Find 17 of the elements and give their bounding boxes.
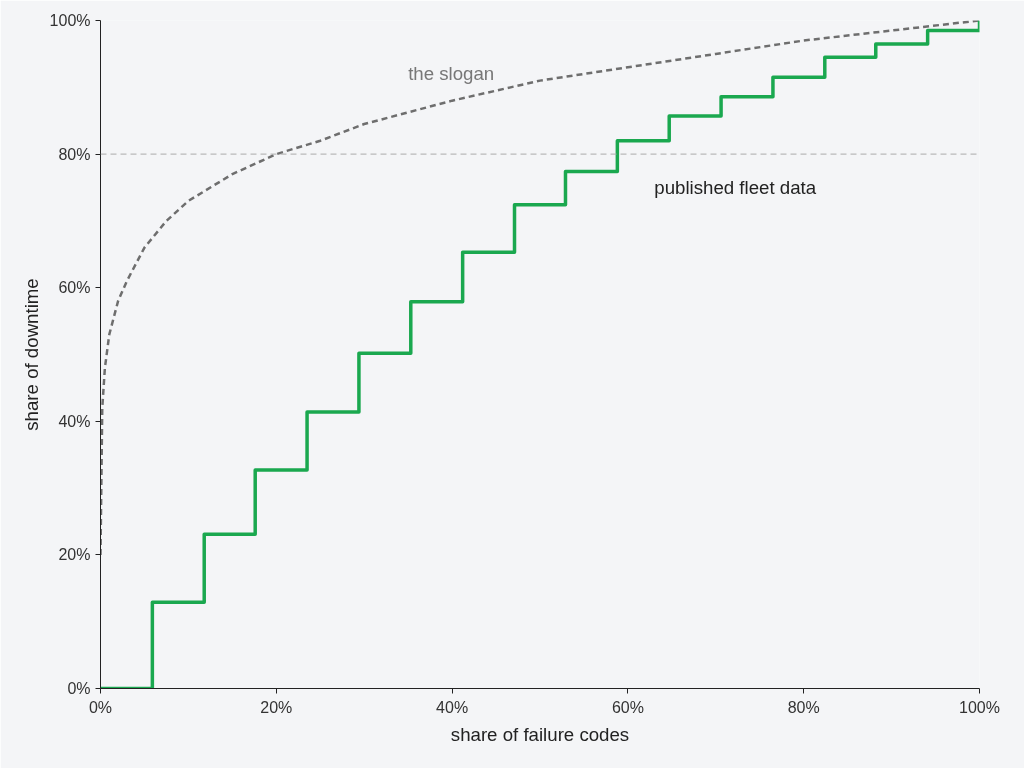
x-tick-label: 20% [260,698,293,716]
y-tick-label: 80% [58,145,91,163]
series-label: published fleet data [654,177,817,198]
y-tick-label: 40% [58,412,91,430]
y-axis-title: share of downtime [20,278,42,431]
y-tick-label: 20% [58,546,91,564]
line-series [100,20,980,557]
series-label: the slogan [408,63,495,85]
x-tick-label: 60% [611,698,644,716]
x-tick-label: 100% [959,698,1000,716]
y-tick-label: 100% [49,12,91,29]
x-axis-title: share of failure codes [450,723,630,745]
x-tick-label: 40% [436,698,469,716]
x-tick-label: 0% [88,698,113,716]
y-tick-label: 0% [67,680,91,697]
x-tick-label: 80% [787,698,820,716]
y-tick-label: 60% [58,279,91,297]
